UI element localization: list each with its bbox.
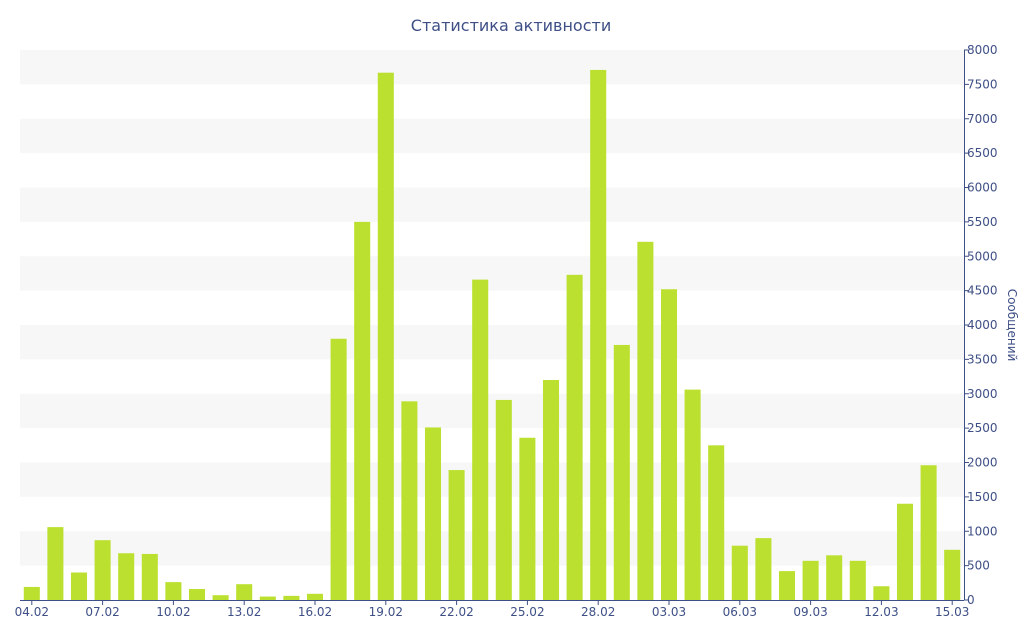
x-tick-label: 28.02: [581, 605, 615, 619]
bar-28.02: [590, 69, 607, 600]
x-tick-label: 06.03: [723, 605, 757, 619]
bar-12.03: [873, 586, 890, 600]
bar-05.03: [708, 445, 725, 600]
grid-band: [20, 325, 964, 360]
bar-17.02: [330, 338, 347, 600]
bar-08.02: [118, 553, 135, 600]
y-tick-label: 6000: [967, 181, 998, 195]
y-tick-label: 0: [967, 593, 975, 607]
y-tick-label: 5000: [967, 249, 998, 263]
x-tick-label: 04.02: [15, 605, 49, 619]
y-tick-label: 6500: [967, 146, 998, 160]
y-axis-title: Сообщений: [1005, 289, 1019, 362]
bars-group: [23, 69, 961, 600]
grid-band: [20, 256, 964, 291]
bar-10.02: [165, 582, 182, 600]
y-tick-label: 1000: [967, 524, 998, 538]
y-tick-label: 8000: [967, 43, 998, 57]
bar-07.03: [755, 538, 772, 600]
bar-11.02: [188, 589, 206, 600]
bar-19.02: [377, 72, 394, 600]
bar-09.02: [141, 553, 158, 600]
y-tick-label: 2000: [967, 456, 998, 470]
bar-16.02: [306, 593, 324, 600]
grid-band: [20, 531, 964, 566]
bar-02.03: [637, 241, 654, 600]
bar-03.03: [660, 289, 678, 600]
bar-05.02: [47, 527, 64, 600]
bar-14.03: [920, 465, 937, 600]
bar-06.03: [731, 545, 748, 600]
y-tick-label: 4500: [967, 284, 998, 298]
x-tick-label: 22.02: [439, 605, 473, 619]
x-axis-ticks: 04.02 07.02 10.02 13.02 16.02 19.02 22.02 25.02…: [15, 600, 969, 619]
bar-23.02: [472, 279, 489, 600]
bar-26.02: [542, 380, 560, 600]
x-tick-label: 12.03: [864, 605, 898, 619]
x-tick-label: 09.03: [793, 605, 827, 619]
bar-22.02: [448, 470, 465, 600]
bar-13.03: [896, 503, 914, 600]
bar-06.02: [70, 572, 88, 600]
bar-15.03: [944, 549, 961, 600]
bar-04.03: [684, 389, 701, 600]
y-tick-label: 4000: [967, 318, 998, 332]
y-tick-label: 1500: [967, 490, 998, 504]
chart-title: Статистика активности: [411, 16, 611, 35]
grid-band: [20, 393, 964, 429]
bar-20.02: [401, 401, 418, 600]
x-tick-label: 03.03: [652, 605, 686, 619]
grid-band: [20, 462, 964, 497]
y-tick-label: 500: [967, 559, 990, 573]
bar-18.02: [354, 221, 371, 600]
y-tick-label: 7500: [967, 77, 998, 91]
bar-07.02: [94, 540, 111, 600]
x-tick-label: 19.02: [369, 605, 403, 619]
x-tick-label: 13.02: [227, 605, 261, 619]
y-tick-label: 3000: [967, 387, 998, 401]
bar-01.03: [613, 344, 630, 600]
bar-21.02: [424, 427, 442, 600]
grid-bands: [20, 50, 964, 566]
x-tick-label: 16.02: [298, 605, 332, 619]
x-tick-label: 10.02: [156, 605, 190, 619]
bar-25.02: [519, 437, 536, 600]
y-tick-label: 5500: [967, 215, 998, 229]
bar-09.03: [802, 560, 819, 600]
bar-12.02: [212, 595, 229, 600]
x-tick-label: 15.03: [935, 605, 969, 619]
y-tick-label: 2500: [967, 421, 998, 435]
bar-15.02: [283, 595, 300, 600]
bar-14.02: [259, 596, 276, 600]
bar-13.02: [236, 584, 253, 600]
x-tick-label: 25.02: [510, 605, 544, 619]
y-axis-ticks: 0 500 1000 1500 2000 2500 3000 3500 4000 4500 5000…: [964, 43, 998, 607]
grid-band: [20, 118, 964, 154]
grid-band: [20, 187, 964, 222]
bar-04.02: [23, 586, 40, 600]
y-tick-label: 3500: [967, 352, 998, 366]
x-tick-label: 07.02: [85, 605, 119, 619]
grid-band: [20, 50, 964, 85]
bar-24.02: [495, 399, 512, 600]
y-tick-label: 7000: [967, 112, 998, 126]
bar-27.02: [566, 274, 583, 600]
bar-08.03: [778, 571, 796, 600]
bar-10.03: [826, 555, 843, 600]
bar-11.03: [849, 560, 866, 600]
